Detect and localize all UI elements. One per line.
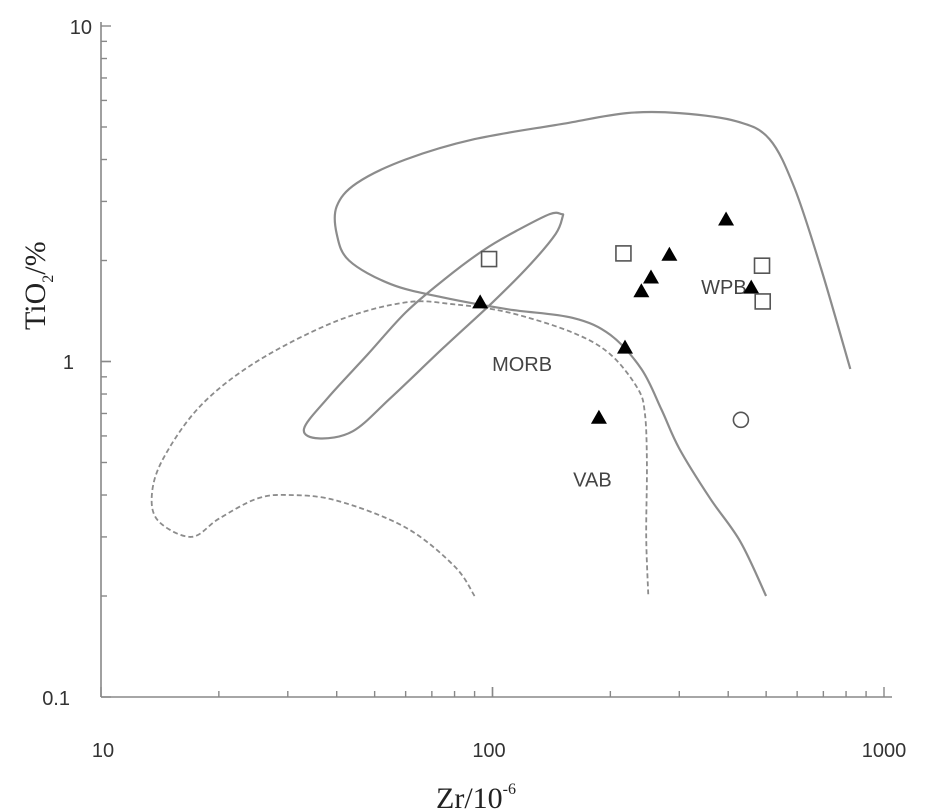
field-label-vab: VAB xyxy=(573,469,612,491)
triangle-point xyxy=(590,409,607,424)
x-tick-label-100: 100 xyxy=(472,740,505,762)
field-labels: MORB WPB VAB xyxy=(492,277,747,492)
x-axis-title-base: Zr/10 xyxy=(436,782,503,812)
y-tick-label-1: 1 xyxy=(63,352,74,374)
field-boundary-vab xyxy=(150,300,650,597)
discrimination-fields xyxy=(150,110,852,597)
field-label-wpb: WPB xyxy=(701,277,747,299)
triangle-point xyxy=(617,339,634,354)
square-point xyxy=(615,245,632,262)
y-axis-title: TiO2/% xyxy=(19,241,57,330)
field-label-morb: MORB xyxy=(492,354,552,376)
square-point xyxy=(480,250,498,268)
triangle-point xyxy=(718,211,735,226)
triangle-point xyxy=(642,269,659,284)
triangle-point xyxy=(633,283,650,298)
axes xyxy=(100,22,892,698)
field-boundary-wpb xyxy=(333,110,852,597)
y-axis-title-suffix: /% xyxy=(19,241,52,274)
x-tick-label-1000: 1000 xyxy=(862,740,907,762)
triangle-point xyxy=(661,246,678,261)
triangle-point xyxy=(472,294,489,309)
y-axis-title-base: TiO xyxy=(19,283,52,330)
square-point xyxy=(753,257,771,274)
x-axis-title-exponent: -6 xyxy=(503,781,516,798)
circle-point xyxy=(732,411,750,429)
triangle-point xyxy=(743,279,760,294)
square-point xyxy=(754,293,772,310)
data-points xyxy=(472,211,772,429)
axis-ticks xyxy=(100,25,885,698)
y-tick-label-10: 10 xyxy=(70,17,92,39)
tick-labels: 10 1 0.1 10 100 1000 xyxy=(42,17,906,762)
y-tick-label-0-1: 0.1 xyxy=(42,688,70,710)
x-axis-title: Zr/10-6 xyxy=(436,781,516,812)
x-tick-label-10: 10 xyxy=(92,740,114,762)
y-axis-title-subscript: 2 xyxy=(40,275,57,283)
field-boundary-morb xyxy=(302,211,565,440)
